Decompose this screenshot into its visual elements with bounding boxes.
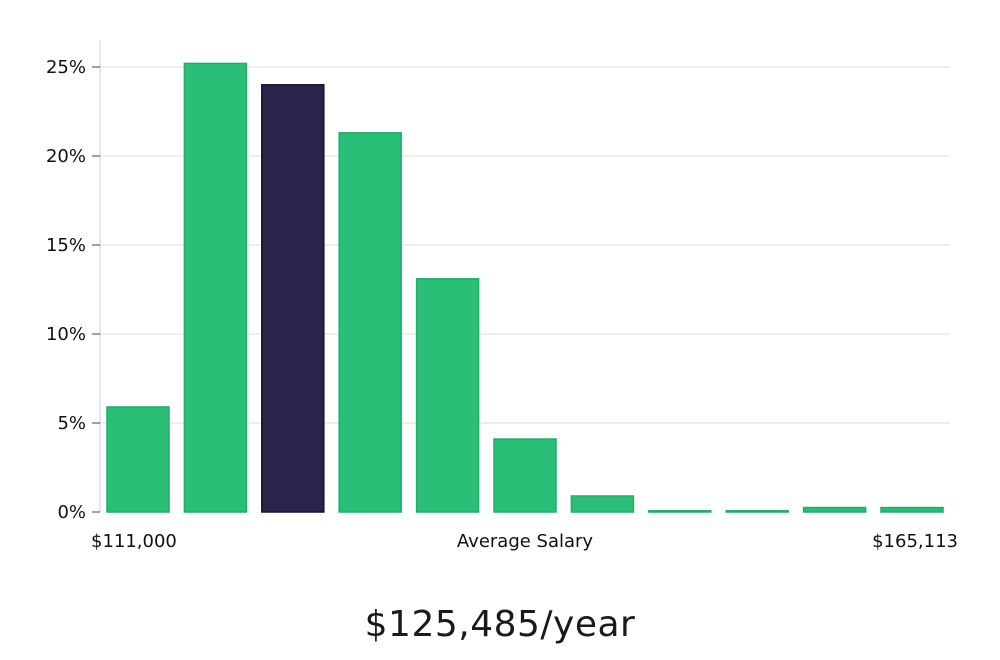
bar (415, 278, 480, 513)
x-axis-labels: $111,000 Average Salary $165,113 (91, 531, 958, 552)
y-tick-label: 5% (57, 413, 86, 434)
y-tick-label: 0% (57, 502, 86, 523)
bar-highlighted (261, 84, 325, 513)
x-axis-title: Average Salary (457, 531, 594, 552)
x-max-label: $165,113 (872, 531, 958, 552)
y-tick-label: 15% (46, 235, 86, 256)
bar (106, 406, 170, 513)
average-salary-value: $125,485/year (364, 604, 636, 645)
bar (725, 510, 789, 513)
bar (880, 506, 944, 513)
x-min-label: $111,000 (91, 531, 177, 552)
bars (106, 62, 944, 513)
bar (183, 62, 248, 513)
bar (493, 438, 557, 513)
y-tick-label: 25% (46, 57, 86, 78)
bar (338, 132, 402, 513)
bar (570, 495, 635, 513)
bar (648, 510, 712, 513)
y-tick-label: 20% (46, 146, 86, 167)
bar (802, 506, 867, 513)
salary-histogram: 0% 5% 10% 15% 20% 25% $111,000 Average Salary… (46, 40, 958, 552)
y-tick-label: 10% (46, 324, 86, 345)
y-tick-labels: 0% 5% 10% 15% 20% 25% (46, 57, 100, 523)
